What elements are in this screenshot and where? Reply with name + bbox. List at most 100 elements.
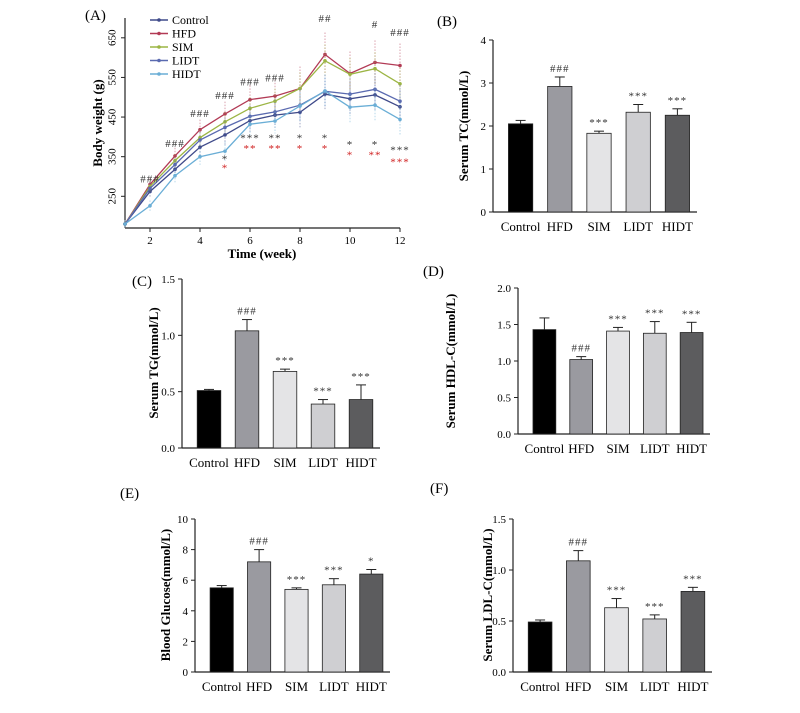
y-tick-label: 2.0 [497, 283, 511, 295]
significance-mark: *** [682, 308, 702, 320]
data-point [398, 81, 402, 86]
y-tick-label: 250 [107, 188, 119, 205]
x-axis-label: Time (week) [228, 246, 297, 261]
category-label: Control [501, 219, 541, 234]
category-label: SIM [606, 441, 630, 456]
data-point [123, 222, 127, 226]
bar-sim [284, 588, 309, 673]
y-tick-label: 1 [481, 164, 487, 176]
data-point [298, 110, 302, 115]
bar-hidt [359, 573, 384, 673]
data-point [173, 154, 177, 158]
category-label: SIM [587, 219, 611, 234]
significance-mark: ### [165, 138, 185, 150]
significance-mark: * [347, 150, 354, 162]
y-tick-label: 650 [107, 29, 119, 46]
significance-mark: ### [215, 90, 235, 102]
x-tick-label: 4 [197, 235, 203, 247]
significance-mark: ### [237, 306, 257, 318]
category-label: SIM [605, 679, 629, 694]
significance-mark: ### [140, 173, 160, 185]
significance-mark: *** [607, 585, 627, 597]
data-point [323, 58, 327, 63]
significance-mark: # [372, 19, 379, 31]
y-tick-label: 8 [183, 545, 189, 557]
significance-mark: * [297, 143, 304, 155]
significance-mark: *** [668, 95, 688, 107]
bar-sim [604, 607, 629, 673]
significance-mark: *** [351, 371, 371, 383]
bar-sim [272, 370, 298, 449]
y-tick-label: 6 [183, 575, 189, 587]
data-point [223, 112, 227, 116]
significance-mark: ** [369, 150, 382, 162]
bar-sim [606, 330, 630, 435]
panel-label: (F) [430, 481, 448, 497]
category-label: SIM [273, 455, 297, 470]
significance-mark: ** [244, 143, 257, 155]
y-tick-label: 2 [183, 636, 189, 648]
y-tick-label: 0.5 [497, 393, 511, 405]
y-tick-label: 0.5 [492, 616, 506, 628]
data-point [348, 72, 352, 77]
panel-c: (C) 0.0 0.5 1.0 1.5 Serum TG(mmol/L) Control ##… [132, 274, 380, 470]
data-point [323, 89, 327, 93]
data-point [173, 158, 177, 163]
significance-mark: ### [390, 27, 410, 39]
data-point [148, 204, 152, 208]
significance-mark: *** [628, 91, 648, 103]
bar-control [508, 123, 534, 213]
category-label: Control [202, 679, 242, 694]
significance-mark: ### [240, 76, 260, 88]
bar-hfd [547, 86, 573, 213]
category-label: Control [189, 455, 229, 470]
bar-control [532, 329, 557, 435]
y-tick-label: 0 [481, 207, 487, 219]
y-axis-label: Body weight (g) [90, 79, 105, 166]
significance-mark: ## [319, 13, 332, 25]
category-label: SIM [285, 679, 309, 694]
significance-mark: *** [683, 573, 703, 585]
panel-label: (E) [120, 486, 139, 502]
category-label: Control [520, 679, 560, 694]
panel-f: (F) 0.0 0.5 1.0 1.5 Serum LDL-C(mmol/L) Contro… [430, 481, 712, 694]
significance-mark: ### [569, 537, 589, 549]
data-point [373, 66, 377, 71]
significance-mark: *** [589, 117, 609, 129]
category-label: LIDT [640, 679, 670, 694]
bar-sim [586, 132, 612, 213]
legend-entry: LIDT [172, 54, 200, 68]
series-line-sim [124, 59, 401, 225]
significance-mark: ** [269, 143, 282, 155]
bar-hfd [247, 561, 272, 673]
x-tick-label: 8 [297, 235, 303, 247]
significance-mark: * [347, 139, 354, 151]
data-point [223, 125, 227, 130]
category-label: LIDT [319, 679, 349, 694]
category-label: LIDT [640, 441, 670, 456]
y-tick-label: 1.5 [161, 274, 175, 286]
series-line-hfd [124, 53, 401, 225]
y-tick-label: 0.5 [161, 387, 175, 399]
category-label: HFD [568, 441, 594, 456]
bar-control [196, 390, 222, 449]
significance-mark: *** [313, 386, 333, 398]
significance-mark: *** [608, 313, 628, 325]
significance-mark: *** [324, 565, 344, 577]
y-tick-label: 2 [481, 121, 487, 133]
bar-hfd [234, 330, 260, 449]
series-line-control [124, 93, 401, 225]
data-point [273, 99, 277, 104]
legend-marker [157, 58, 161, 63]
panel-label: (B) [437, 14, 457, 30]
y-tick-label: 10 [177, 514, 189, 526]
data-point [273, 119, 277, 123]
y-tick-label: 1.5 [492, 514, 506, 526]
data-point [198, 154, 202, 159]
data-point [398, 63, 402, 68]
y-tick-label: 0 [183, 667, 189, 679]
y-tick-label: 350 [107, 148, 119, 165]
bar-lidt [642, 618, 667, 673]
panel-label: (D) [423, 264, 444, 280]
